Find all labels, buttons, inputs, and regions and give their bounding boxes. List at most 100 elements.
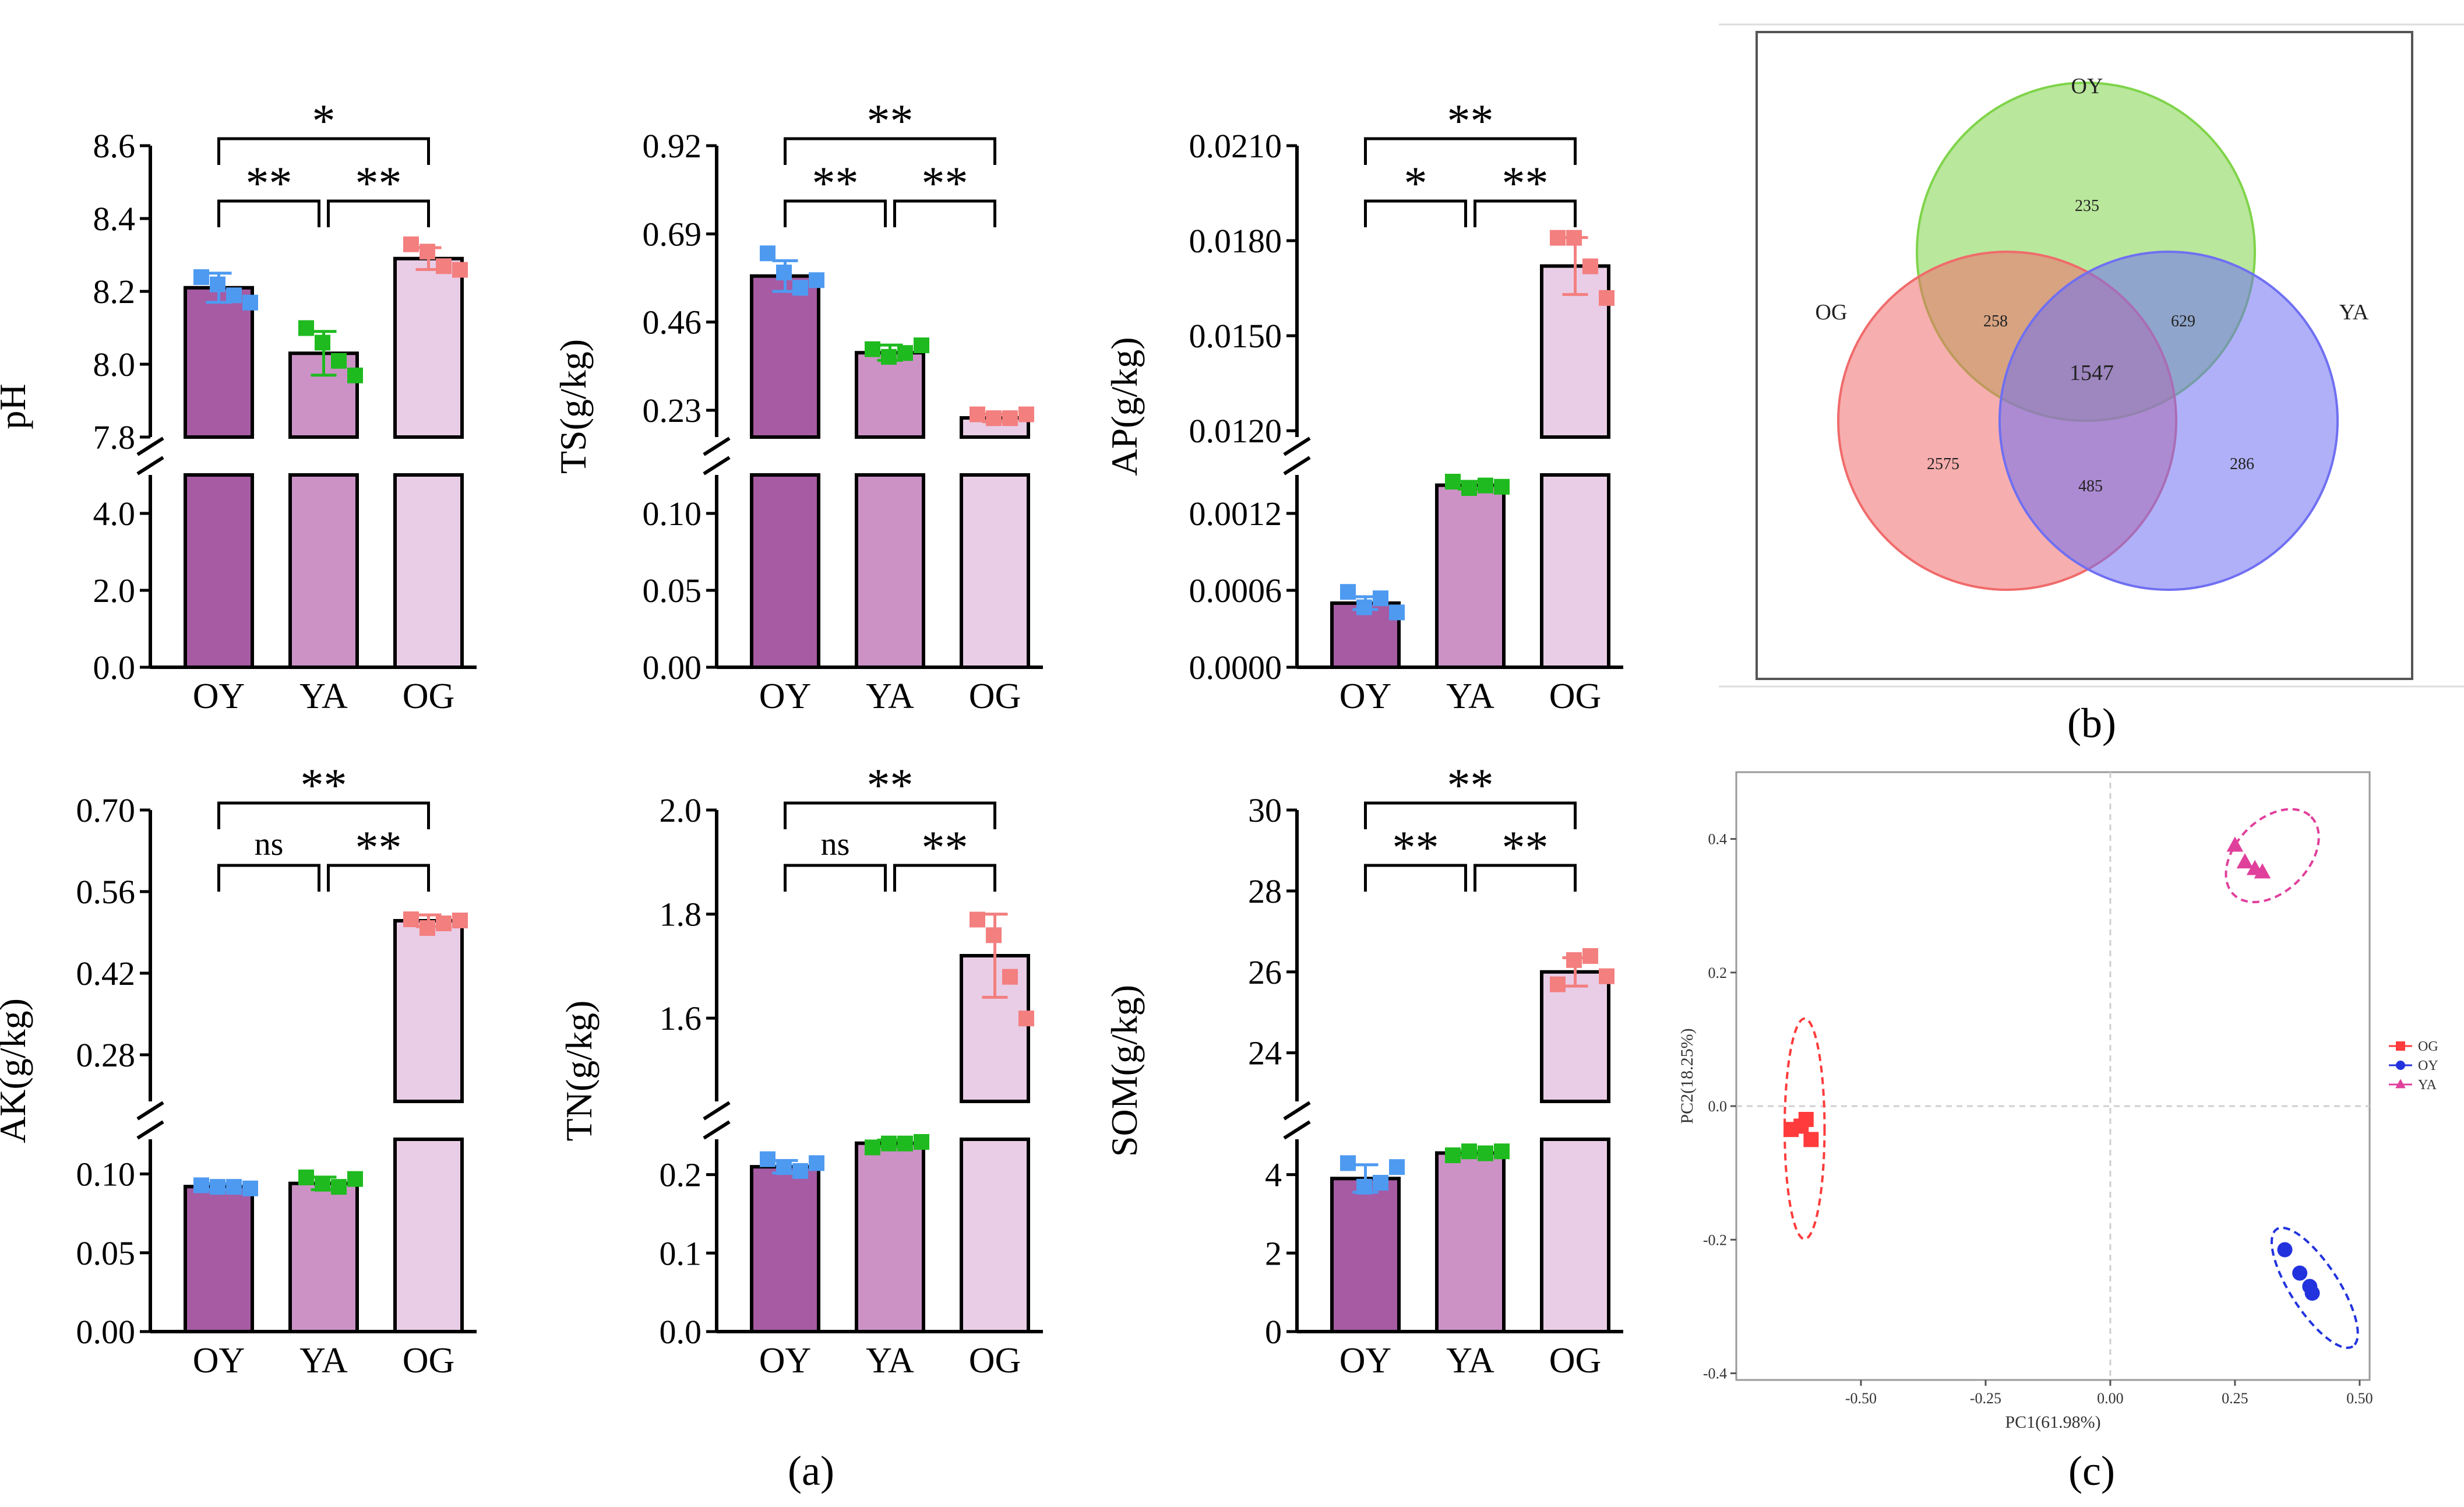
data-point-OG [452, 262, 468, 278]
axis-break-mark-upper [703, 1101, 731, 1121]
significance-bracket [1364, 137, 1577, 165]
panel-c-pca-scatter: -0.50 -0.25 0.00 0.25 0.50 -0.4 -0.2 0.0 0.2 0.4 P… [1677, 771, 2438, 1432]
significance-label: ** [867, 96, 914, 147]
data-point-OG [403, 236, 419, 252]
data-point-OY [210, 276, 225, 293]
pca-y-tick-label: 0.2 [1708, 964, 1728, 981]
y-tick-label-upper: 0.0150 [1189, 317, 1282, 355]
significance-bracket [327, 864, 430, 892]
axis-break-mark-upper [136, 1101, 164, 1121]
significance-bracket [217, 199, 320, 227]
y-tick-label-upper: 0.70 [76, 791, 136, 829]
pca-point-YA [2236, 853, 2254, 869]
chart-a-AP: OY YA OG 0.0120 0.0150 0.0180 0.0210 0.0000 0.00… [1104, 96, 1623, 716]
panel-a-bar-charts: OY YA OG7.88.08.28.48.60.02.04.0pH** ***OY Y… [0, 96, 1623, 1381]
data-point-YA [315, 1175, 330, 1192]
data-point-OG [1018, 1010, 1034, 1027]
data-point-YA [1445, 474, 1461, 490]
pca-ellipse-OG [1783, 1017, 1826, 1241]
axis-break-mark-lower [703, 456, 731, 476]
data-point-OG [420, 920, 435, 936]
x-tick-label-OY: OY [759, 1341, 812, 1381]
data-point-YA [914, 337, 929, 354]
axis-break-mark-upper [136, 436, 164, 456]
data-point-YA [897, 1135, 913, 1152]
y-tick-label-lower: 2.0 [93, 572, 136, 610]
data-point-OG [986, 410, 1002, 427]
caption-b: (b) [2067, 700, 2116, 747]
significance-label: ** [1393, 822, 1439, 874]
pca-y-axis-title: PC2(18.25%) [1677, 1028, 1697, 1124]
bar-lower-OG [960, 1138, 1030, 1333]
bar-YA [1435, 483, 1506, 669]
data-point-YA [1478, 477, 1493, 494]
data-point-OY [242, 294, 258, 311]
y-tick-label-upper: 0.46 [643, 304, 702, 341]
significance-bracket [784, 801, 996, 829]
legend-marker-OY [2396, 1061, 2405, 1070]
y-tick-label-lower: 0 [1265, 1313, 1282, 1351]
bar-lower-OY [750, 473, 820, 669]
significance-label: ** [355, 822, 402, 874]
chart-a-TN: OY YA OG 1.6 1.8 2.0 0.0 0.1 0.2 TN(g/kg) ns **** [558, 760, 1043, 1381]
venn-count-all: 1547 [2070, 361, 2114, 385]
y-tick-label-upper: 28 [1248, 872, 1282, 910]
significance-bracket [784, 864, 887, 892]
significance-bracket [1364, 199, 1467, 227]
data-point-OY [1340, 1155, 1356, 1171]
data-point-YA [865, 341, 880, 357]
significance-label: ** [867, 760, 914, 811]
bar-YA [855, 1141, 925, 1334]
y-tick-label-lower: 0.0000 [1189, 649, 1282, 686]
axis-break-mark-lower [703, 1120, 731, 1140]
data-point-OG [1566, 952, 1582, 968]
data-point-YA [914, 1134, 929, 1150]
pca-point-YA [2254, 863, 2271, 879]
x-tick-label-OG: OG [969, 677, 1021, 716]
data-point-OG [970, 406, 985, 422]
significance-label: ** [355, 158, 402, 209]
pca-y-tick-label: -0.4 [1703, 1365, 1727, 1382]
venn-count-OY_OG: 258 [1983, 312, 2008, 330]
bar-upper-YA [855, 351, 925, 439]
y-tick-label-upper: 7.8 [93, 418, 136, 456]
data-point-YA [298, 1169, 314, 1185]
y-tick-label-upper: 0.56 [76, 873, 136, 911]
y-tick-label-lower: 0.0 [93, 649, 136, 686]
pca-x-tick-label: 0.00 [2097, 1390, 2124, 1407]
data-point-OY [809, 1155, 824, 1171]
significance-bracket [784, 199, 887, 227]
y-tick-label-lower: 0.0012 [1189, 495, 1282, 533]
data-point-OG [403, 911, 419, 927]
venn-count-OY_YA: 629 [2171, 312, 2195, 330]
pca-point-OG [1803, 1132, 1819, 1147]
x-tick-label-YA: YA [866, 1341, 914, 1381]
x-tick-label-OG: OG [403, 677, 455, 716]
y-tick-label-upper: 0.42 [76, 955, 136, 992]
significance-bracket [327, 199, 430, 227]
significance-bracket [217, 801, 430, 829]
pca-y-tick-label: -0.2 [1703, 1231, 1727, 1248]
bar-YA [1435, 1151, 1506, 1333]
y-tick-label-lower: 0.2 [660, 1156, 702, 1194]
y-tick-label-lower: 0.10 [76, 1156, 136, 1193]
data-point-OY [809, 272, 824, 288]
caption-c: (c) [2068, 1448, 2115, 1494]
axis-break-mark-upper [1283, 1101, 1311, 1121]
data-point-OY [1340, 584, 1356, 600]
pca-point-OY [2277, 1242, 2293, 1258]
data-point-OG [1002, 969, 1018, 985]
data-point-YA [347, 1171, 363, 1187]
x-tick-label-YA: YA [1446, 677, 1494, 716]
bar-lower-OG [960, 473, 1030, 669]
significance-bracket [217, 864, 320, 892]
x-tick-label-OY: OY [759, 677, 812, 716]
data-point-YA [881, 348, 897, 365]
data-point-OY [1389, 1159, 1405, 1175]
data-point-OY [1356, 599, 1372, 615]
data-point-YA [1478, 1145, 1493, 1161]
y-tick-label-lower: 0.05 [643, 572, 702, 610]
significance-bracket [784, 137, 996, 165]
x-tick-label-YA: YA [299, 677, 348, 716]
